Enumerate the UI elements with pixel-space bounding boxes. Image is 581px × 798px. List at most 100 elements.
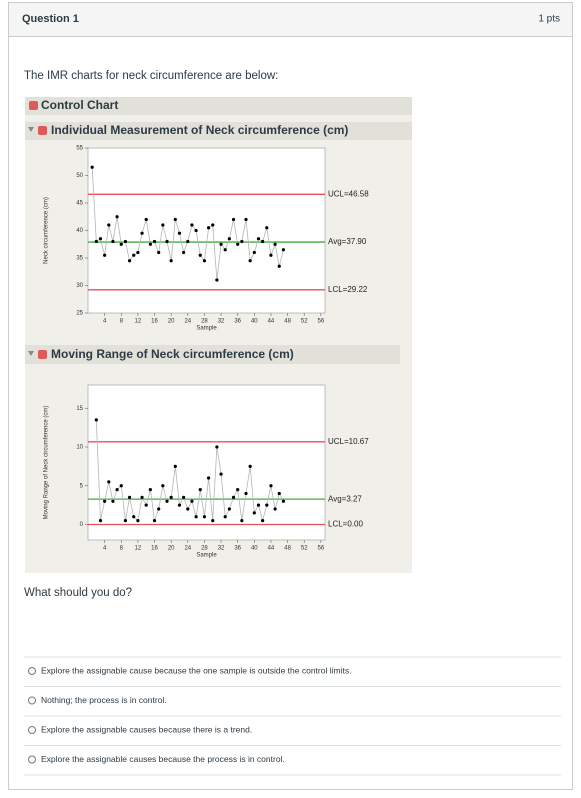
data-point — [244, 491, 248, 496]
x-tick-label: 24 — [184, 546, 191, 552]
data-point — [186, 239, 190, 244]
data-point — [119, 242, 123, 246]
y-tick-label: 30 — [76, 283, 83, 289]
option-text[interactable]: Explore the assignable causes because th… — [41, 754, 285, 764]
data-point — [98, 519, 103, 523]
data-point — [144, 217, 148, 222]
data-point — [227, 507, 231, 511]
plot-area — [87, 147, 326, 314]
option-text[interactable]: Nothing; the process is in control. — [41, 695, 167, 705]
question-title: Question 1 — [22, 13, 79, 25]
data-point — [173, 464, 177, 468]
x-tick-label: 8 — [120, 319, 124, 325]
x-axis-label: Sample — [196, 326, 217, 332]
option-text[interactable]: Explore the assignable cause because the… — [41, 665, 351, 675]
radio-button[interactable] — [28, 667, 36, 675]
data-point — [281, 248, 286, 252]
data-point — [269, 484, 273, 488]
data-point — [211, 223, 215, 227]
data-point — [94, 418, 98, 422]
data-point — [140, 495, 144, 499]
data-point — [198, 253, 202, 257]
disclosure-icon — [28, 351, 34, 356]
y-tick-label: 40 — [76, 228, 83, 234]
data-point — [256, 503, 261, 507]
section-header — [25, 122, 412, 140]
x-tick-label: 4 — [103, 546, 107, 552]
limit-label: Avg=37.90 — [328, 237, 367, 246]
x-tick-label: 52 — [301, 319, 308, 325]
data-point — [148, 488, 152, 492]
data-point — [277, 264, 281, 268]
x-tick-label: 36 — [234, 319, 241, 325]
data-line — [95, 419, 284, 523]
data-point — [132, 253, 136, 257]
y-axis-label: Moving Range of Neck circumference (cm) — [44, 406, 50, 520]
x-tick-label: 8 — [120, 546, 124, 552]
x-tick-label: 28 — [201, 546, 208, 552]
radio-button[interactable] — [28, 726, 36, 734]
y-tick-label: 50 — [76, 173, 83, 179]
data-point — [261, 239, 265, 244]
y-tick-label: 25 — [76, 311, 83, 317]
data-point — [140, 231, 144, 235]
data-point — [261, 519, 265, 523]
x-axis-label: Sample — [196, 553, 217, 559]
data-point — [107, 480, 111, 484]
data-point — [136, 250, 140, 255]
data-point — [144, 503, 148, 507]
data-point — [269, 253, 273, 257]
data-point — [169, 495, 173, 499]
x-tick-label: 24 — [184, 319, 191, 325]
data-point — [148, 242, 152, 246]
data-point — [182, 250, 186, 255]
plot-area — [87, 384, 326, 541]
data-point — [119, 484, 123, 488]
data-point — [219, 472, 223, 476]
x-tick-label: 12 — [135, 546, 142, 552]
x-tick-label: 52 — [301, 546, 308, 552]
data-point — [256, 237, 261, 241]
data-point — [194, 515, 198, 519]
radio-button[interactable] — [28, 755, 36, 764]
data-point — [152, 239, 157, 244]
x-tick-label: 36 — [234, 546, 241, 552]
chart-title: Individual Measurement of Neck circumfer… — [51, 123, 348, 137]
data-point — [177, 503, 182, 507]
data-point — [202, 259, 207, 263]
data-point — [165, 499, 169, 503]
data-point — [94, 239, 98, 244]
data-point — [127, 495, 132, 499]
y-tick-label: 15 — [76, 406, 83, 412]
data-point — [190, 499, 194, 503]
data-point — [248, 259, 252, 263]
x-tick-label: 48 — [284, 319, 291, 325]
question-text: What should you do? — [24, 587, 132, 599]
data-point — [107, 223, 111, 227]
data-point — [219, 242, 223, 246]
data-point — [136, 519, 140, 523]
y-tick-label: 10 — [76, 445, 83, 451]
data-point — [98, 237, 103, 241]
y-tick-label: 5 — [80, 483, 84, 489]
disclosure-icon — [28, 127, 34, 132]
x-tick-label: 4 — [103, 319, 107, 325]
radio-button[interactable] — [28, 696, 36, 705]
option-text[interactable]: Explore the assignable causes because th… — [41, 724, 252, 734]
data-point — [177, 231, 182, 235]
data-point — [103, 253, 107, 257]
data-point — [103, 499, 107, 503]
x-tick-label: 28 — [201, 319, 208, 325]
prompt: The IMR charts for neck circumference ar… — [24, 70, 278, 82]
data-point — [186, 507, 190, 511]
x-tick-label: 40 — [251, 546, 258, 552]
data-point — [111, 499, 115, 503]
data-point — [206, 476, 211, 480]
section-header — [25, 345, 400, 364]
data-point — [252, 511, 256, 515]
limit-label: Avg=3.27 — [328, 494, 362, 503]
data-point — [127, 259, 132, 263]
y-tick-label: 55 — [76, 146, 83, 152]
x-tick-label: 32 — [218, 319, 225, 325]
data-point — [252, 250, 256, 255]
